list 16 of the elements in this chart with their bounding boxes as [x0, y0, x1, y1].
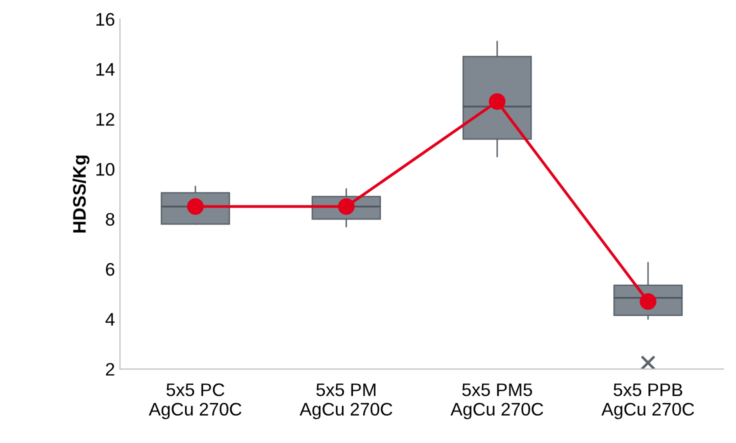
point	[187, 198, 204, 215]
x-tick-label: 5x5 PPB AgCu 270C	[601, 384, 694, 420]
point	[640, 293, 656, 310]
y-tick-label: 16	[96, 12, 114, 26]
y-tick-label: 6	[106, 262, 114, 276]
point	[488, 93, 506, 110]
x-tick-label: 5x5 PC AgCu 270C	[148, 383, 242, 420]
x-tick-label: 5x5 PM5 AgCu 270C	[450, 384, 544, 420]
y-tick-label: 10	[96, 162, 114, 176]
x-tick-label: 5x5 PM AgCu 270C	[300, 384, 392, 420]
y-tick-label: 8	[106, 212, 114, 226]
y-axis-title: HDSS/Kg	[72, 156, 90, 232]
y-tick-label: 2	[106, 362, 114, 376]
y-tick-label: 12	[96, 112, 114, 126]
y-tick-label: 14	[96, 63, 115, 76]
y-tick-label: 4	[105, 313, 115, 326]
